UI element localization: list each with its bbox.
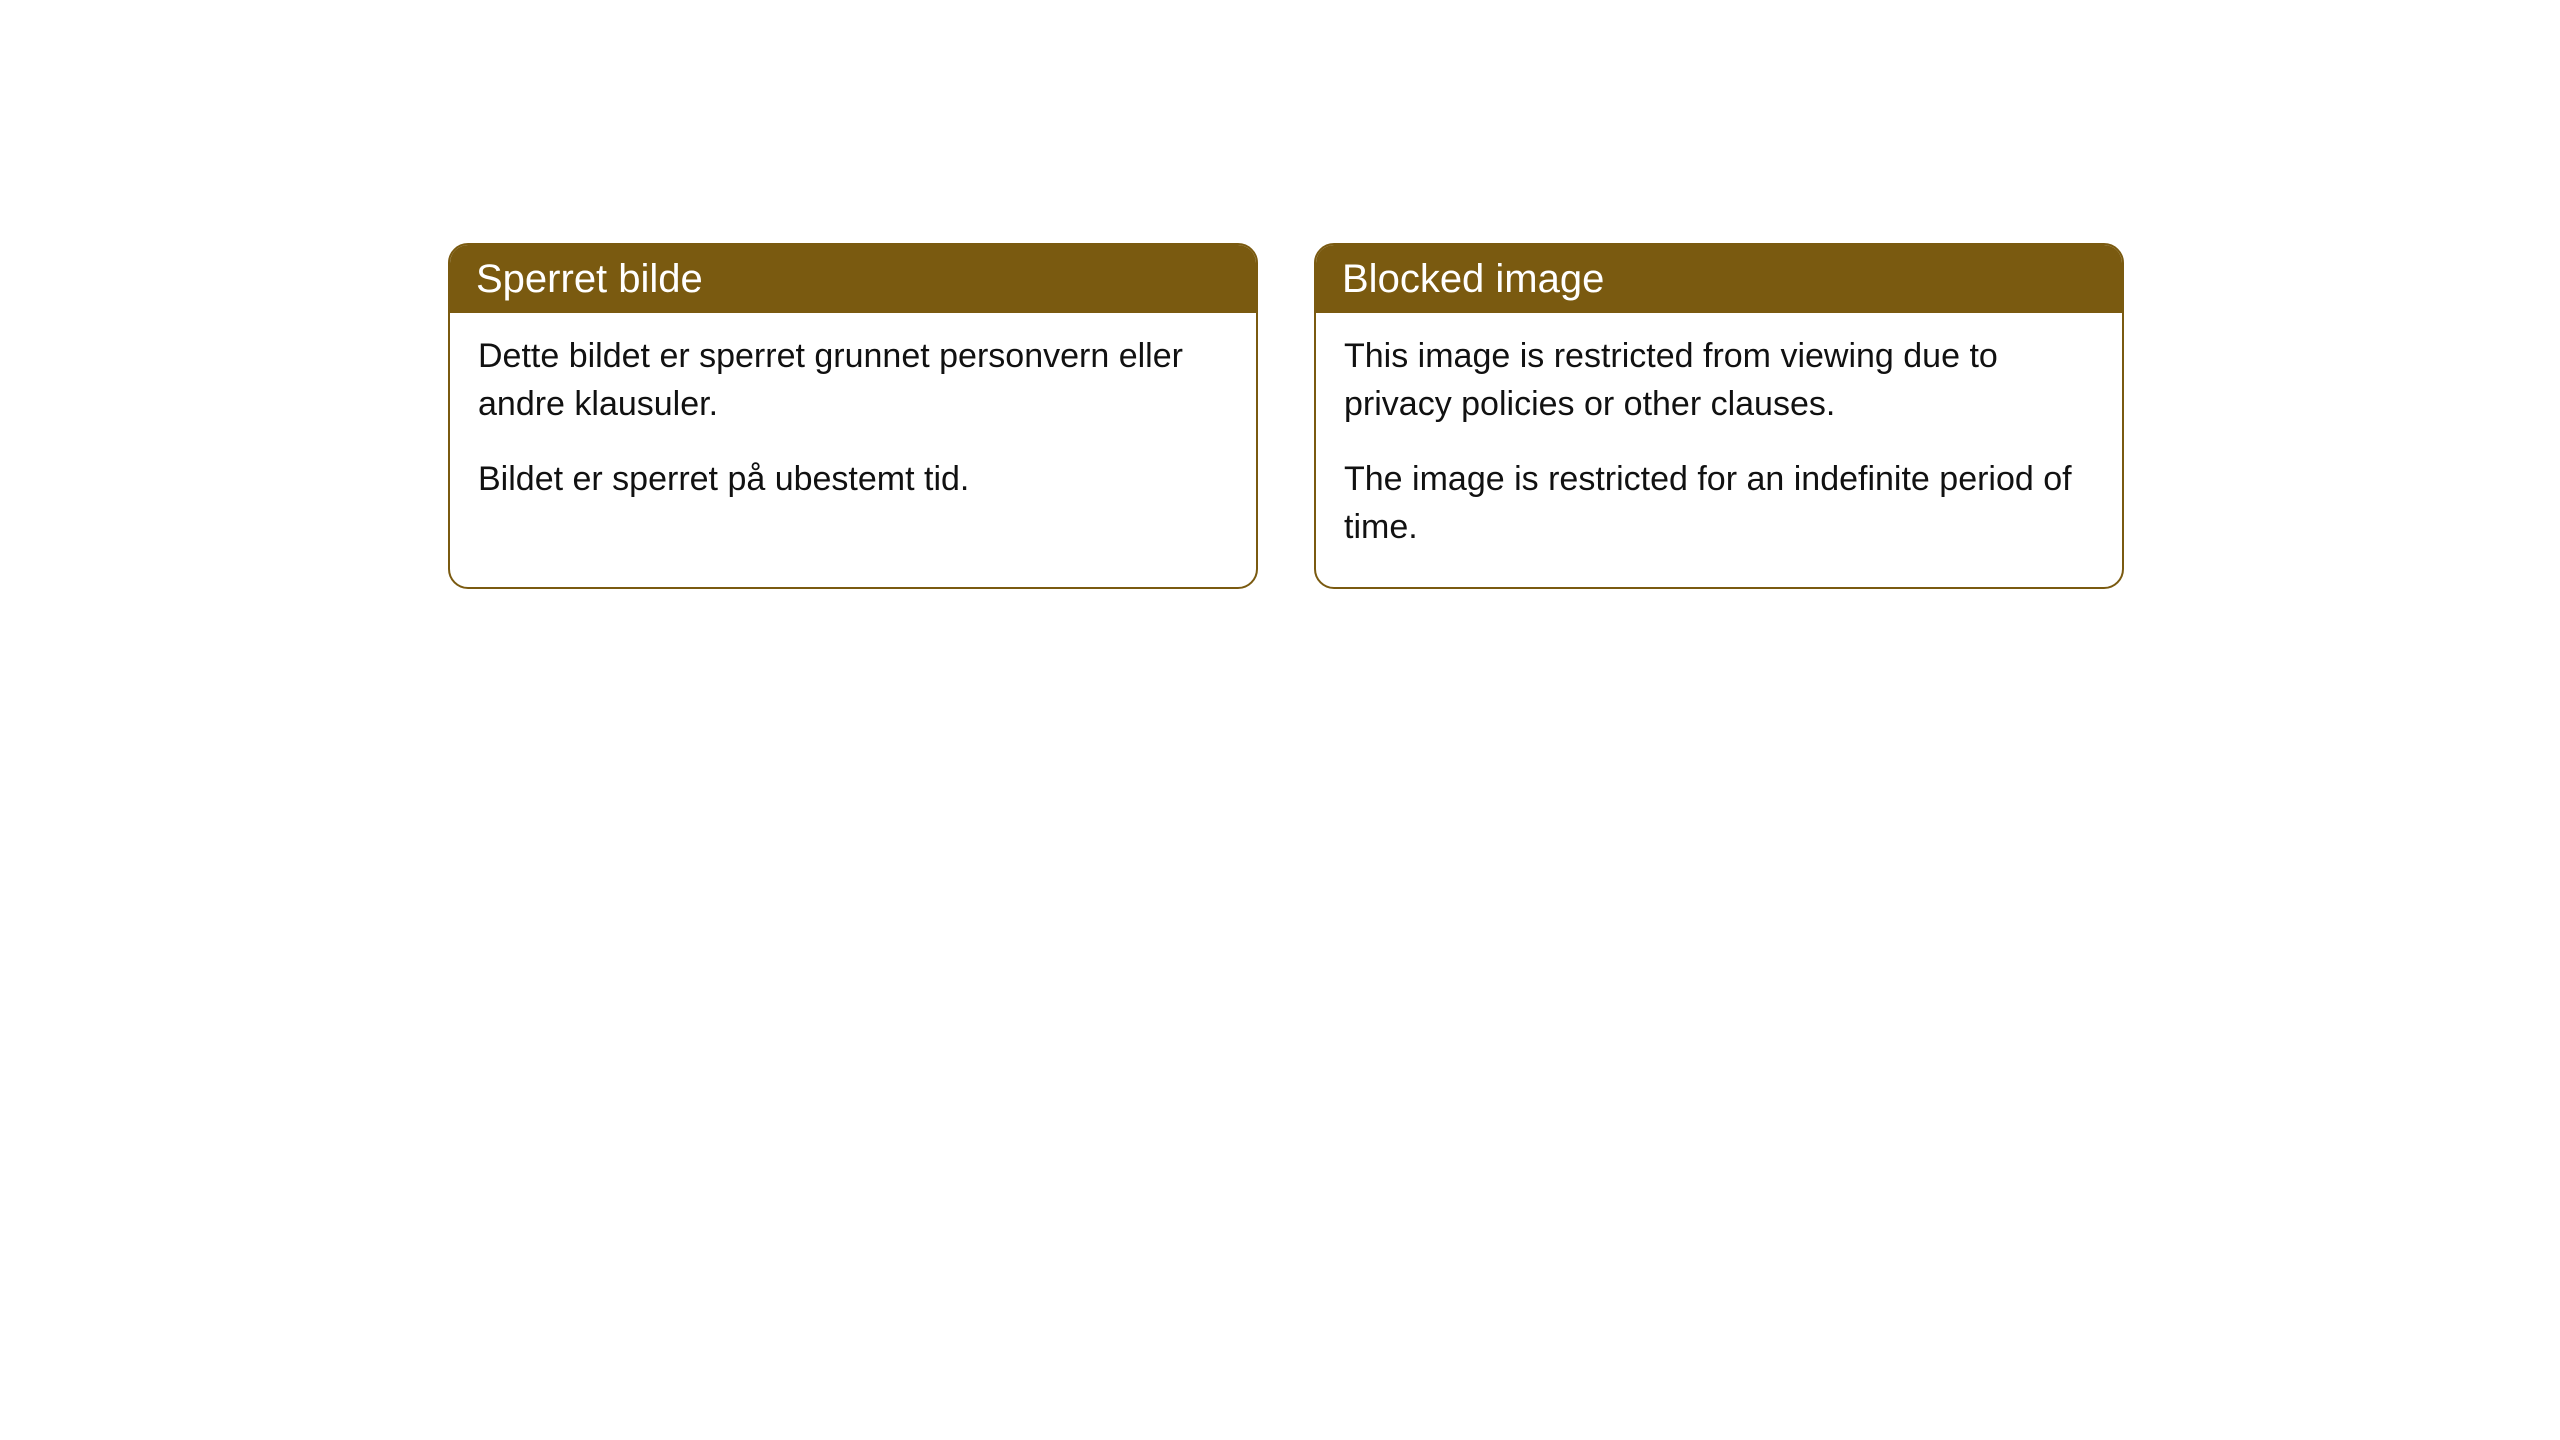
card-paragraph: This image is restricted from viewing du… [1344,333,2094,428]
card-paragraph: Dette bildet er sperret grunnet personve… [478,333,1228,428]
card-paragraph: The image is restricted for an indefinit… [1344,456,2094,551]
card-body: This image is restricted from viewing du… [1316,313,2122,587]
card-title: Sperret bilde [450,245,1256,313]
card-body: Dette bildet er sperret grunnet personve… [450,313,1256,540]
notice-card-english: Blocked image This image is restricted f… [1314,243,2124,589]
notice-card-norwegian: Sperret bilde Dette bildet er sperret gr… [448,243,1258,589]
card-title: Blocked image [1316,245,2122,313]
card-paragraph: Bildet er sperret på ubestemt tid. [478,456,1228,504]
cards-container: Sperret bilde Dette bildet er sperret gr… [448,243,2124,589]
